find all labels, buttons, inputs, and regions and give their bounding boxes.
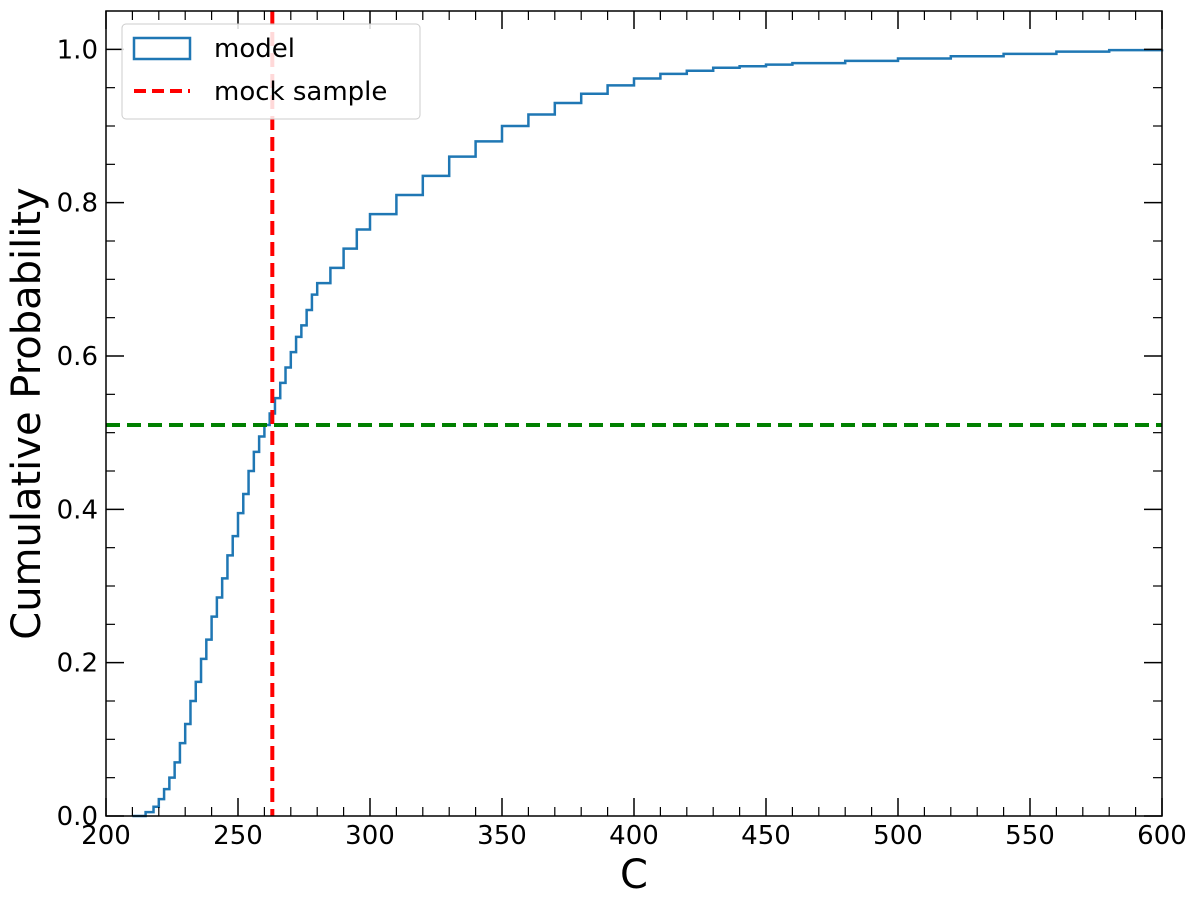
axis-ticks <box>105 11 1163 817</box>
x-tick-label: 600 <box>1137 821 1187 851</box>
x-tick-label: 300 <box>345 821 395 851</box>
y-tick-label: 0.8 <box>57 189 98 219</box>
y-tick-label: 0.4 <box>57 495 98 525</box>
x-axis-label: C <box>620 852 648 898</box>
x-tick-label: 400 <box>609 821 659 851</box>
y-tick-label: 1.0 <box>57 35 98 65</box>
legend-swatch-model <box>132 36 192 61</box>
x-tick-label: 350 <box>477 821 527 851</box>
y-axis-label: Cumulative Probability <box>4 187 50 639</box>
x-tick-label: 450 <box>741 821 791 851</box>
tick-labels: 200 250 300 350 400 450 500 550 600 0.0 0.2 0.4 0.6 0… <box>57 35 1187 851</box>
plot-frame <box>105 10 1163 817</box>
x-tick-label: 250 <box>213 821 263 851</box>
legend-box <box>121 23 421 120</box>
series-line-model <box>132 48 1164 818</box>
y-tick-label: 0.2 <box>57 649 98 679</box>
x-tick-label: 200 <box>81 821 131 851</box>
y-tick-label: 0.6 <box>57 342 98 372</box>
legend-label-model: model <box>214 34 295 64</box>
legend-label-mock-sample: mock sample <box>214 77 387 107</box>
x-tick-label: 500 <box>873 821 923 851</box>
x-tick-label: 550 <box>1005 821 1055 851</box>
y-tick-label: 0.0 <box>57 802 98 832</box>
legend: model mock sample <box>121 23 421 120</box>
plot-lines <box>106 11 1164 818</box>
